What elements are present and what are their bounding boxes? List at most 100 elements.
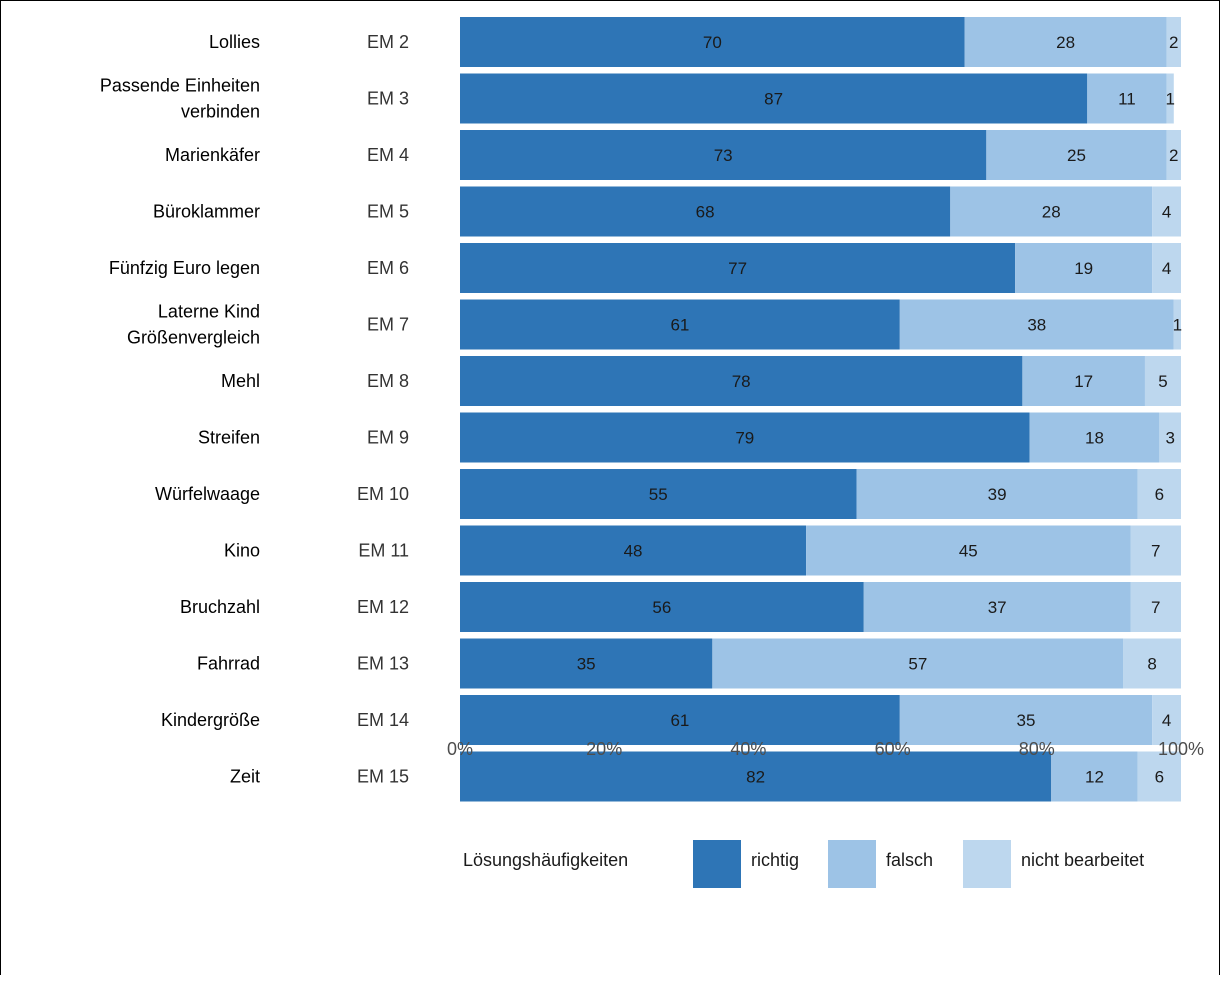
legend-label-nicht-bearbeitet: nicht bearbeitet <box>1021 850 1144 870</box>
task-label: Kino <box>224 541 260 561</box>
task-code: EM 15 <box>357 767 409 787</box>
task-label: Marienkäfer <box>165 145 260 165</box>
task-code: EM 11 <box>358 541 409 561</box>
legend-title: Lösungshäufigkeiten <box>463 850 628 870</box>
bar-value-label: 87 <box>764 90 783 109</box>
bar-value-label: 73 <box>714 146 733 165</box>
bar-segment-nicht-bearbeitet <box>1173 299 1181 350</box>
bar-value-label: 6 <box>1155 485 1164 504</box>
bar-value-label: 25 <box>1067 146 1086 165</box>
x-tick-label: 80% <box>1019 739 1055 759</box>
bar-value-label: 38 <box>1027 316 1046 335</box>
task-code: EM 4 <box>367 145 409 165</box>
bar-segment-nicht-bearbeitet <box>1137 469 1181 519</box>
legend-label-falsch: falsch <box>886 850 933 870</box>
bar-segment-falsch <box>856 469 1138 519</box>
bar-segment-falsch <box>1087 73 1167 124</box>
bar-value-label: 79 <box>735 429 754 448</box>
bar-segment-nicht-bearbeitet <box>1130 525 1181 576</box>
category-labels-layer: Lollies Passende Einheiten verbinden Marien… <box>100 32 260 787</box>
bar-segment-richtig <box>460 17 965 67</box>
task-label: Fünfzig Euro legen <box>109 258 260 278</box>
legend-swatch-richtig <box>693 840 741 888</box>
task-label: Würfelwaage <box>155 484 260 504</box>
bar-segment-richtig <box>460 186 951 237</box>
bar-segment-falsch <box>899 299 1174 350</box>
bar-segment-falsch <box>806 525 1131 576</box>
bar-value-label: 3 <box>1165 429 1174 448</box>
bar-segment-richtig <box>460 695 900 745</box>
bar-value-label: 28 <box>1042 203 1061 222</box>
task-code: EM 10 <box>357 484 409 504</box>
legend-swatch-falsch <box>828 840 876 888</box>
task-label: Kindergröße <box>161 710 260 730</box>
bar-value-label: 8 <box>1147 655 1156 674</box>
task-label: Mehl <box>221 371 260 391</box>
legend-swatch-nicht-bearbeitet <box>963 840 1011 888</box>
bar-value-label: 28 <box>1056 33 1075 52</box>
bar-segment-nicht-bearbeitet <box>1137 751 1181 802</box>
task-label: Streifen <box>198 428 260 448</box>
bar-value-label: 35 <box>1017 711 1036 730</box>
task-label: Passende Einheiten <box>100 76 260 96</box>
x-tick-label: 40% <box>730 739 766 759</box>
bar-segment-falsch <box>1051 751 1138 802</box>
bar-segment-richtig <box>460 469 857 519</box>
task-label: Größenvergleich <box>127 328 260 348</box>
bar-value-label: 4 <box>1162 259 1171 278</box>
bar-segment-falsch <box>1022 356 1145 406</box>
bar-segment-richtig <box>460 299 900 350</box>
legend: Lösungshäufigkeiten richtig falsch nicht be… <box>463 840 1144 888</box>
bar-segment-falsch <box>986 130 1167 180</box>
bar-segment-falsch <box>899 695 1153 745</box>
task-label: verbinden <box>181 102 260 122</box>
bar-segment-nicht-bearbeitet <box>1130 582 1181 632</box>
bar-segment-falsch <box>1029 412 1160 463</box>
bar-value-label: 7 <box>1151 598 1160 617</box>
bar-value-label: 78 <box>732 372 751 391</box>
x-tick-label: 0% <box>447 739 473 759</box>
bar-segment-nicht-bearbeitet <box>1166 17 1181 67</box>
bar-segment-falsch <box>712 638 1124 689</box>
task-code: EM 6 <box>367 258 409 278</box>
bar-value-label: 35 <box>577 655 596 674</box>
bar-value-label: 61 <box>670 316 689 335</box>
bar-segment-richtig <box>460 582 864 632</box>
bar-segment-nicht-bearbeitet <box>1144 356 1181 406</box>
bars-layer <box>460 17 1181 802</box>
bar-segment-richtig <box>460 356 1023 406</box>
task-code: EM 2 <box>367 32 409 52</box>
bar-value-label: 37 <box>988 598 1007 617</box>
bar-value-label: 39 <box>988 485 1007 504</box>
bar-value-label: 70 <box>703 33 722 52</box>
bar-value-label: 2 <box>1169 33 1178 52</box>
bar-segment-nicht-bearbeitet <box>1166 73 1174 124</box>
bar-value-label: 61 <box>670 711 689 730</box>
bar-value-label: 2 <box>1169 146 1178 165</box>
bar-segment-falsch <box>1015 243 1153 293</box>
bar-segment-nicht-bearbeitet <box>1123 638 1181 689</box>
task-code: EM 5 <box>367 202 409 222</box>
task-label: Büroklammer <box>153 202 260 222</box>
bar-segment-richtig <box>460 638 713 689</box>
bar-value-label: 17 <box>1074 372 1093 391</box>
bar-value-label: 5 <box>1158 372 1167 391</box>
x-axis-ticks-layer: 0% 20% 40% 60% 80% 100% <box>447 739 1204 759</box>
bar-value-label: 4 <box>1162 711 1171 730</box>
task-code: EM 13 <box>357 654 409 674</box>
bar-value-label: 18 <box>1085 429 1104 448</box>
bar-segment-nicht-bearbeitet <box>1152 695 1181 745</box>
task-code: EM 12 <box>357 597 409 617</box>
bar-segment-richtig <box>460 130 987 180</box>
bar-value-label: 56 <box>652 598 671 617</box>
bar-segment-richtig <box>460 73 1088 124</box>
x-tick-label: 60% <box>875 739 911 759</box>
bar-segment-richtig <box>460 412 1030 463</box>
task-label: Laterne Kind <box>158 302 260 322</box>
task-code: EM 14 <box>357 710 409 730</box>
bar-value-label: 7 <box>1151 542 1160 561</box>
bar-value-label: 55 <box>649 485 668 504</box>
bar-value-label: 1 <box>1173 316 1182 335</box>
bar-values-layer: 70 28 287 11 173 25 268 28 477 19 461 38 178 17 579 18 3… <box>577 33 1182 787</box>
